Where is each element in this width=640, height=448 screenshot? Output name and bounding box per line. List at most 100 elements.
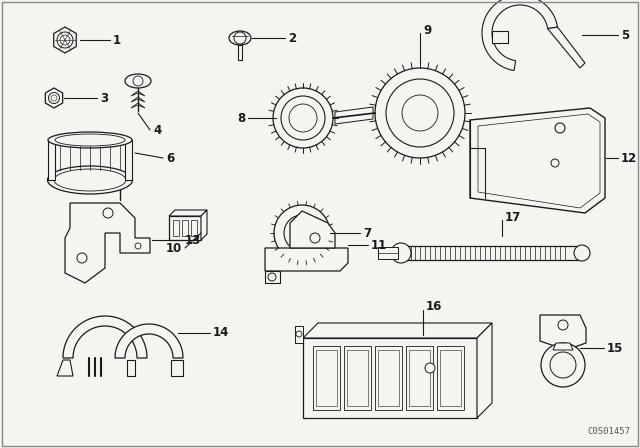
- Bar: [406, 346, 433, 410]
- Circle shape: [60, 35, 70, 45]
- Circle shape: [49, 92, 60, 103]
- Polygon shape: [540, 315, 586, 350]
- Ellipse shape: [125, 74, 151, 88]
- Circle shape: [425, 363, 435, 373]
- Circle shape: [310, 233, 320, 243]
- Polygon shape: [482, 0, 557, 70]
- Polygon shape: [238, 45, 242, 60]
- Circle shape: [135, 243, 141, 249]
- Text: 1: 1: [113, 34, 121, 47]
- Polygon shape: [171, 360, 183, 376]
- Polygon shape: [478, 114, 600, 208]
- Bar: [347, 350, 368, 406]
- Bar: [440, 350, 461, 406]
- Circle shape: [51, 95, 57, 101]
- Polygon shape: [553, 343, 573, 350]
- Bar: [378, 350, 399, 406]
- Bar: [403, 246, 578, 260]
- Text: 9: 9: [423, 23, 431, 36]
- Text: 4: 4: [153, 124, 161, 137]
- Ellipse shape: [54, 169, 126, 191]
- Circle shape: [555, 123, 565, 133]
- Polygon shape: [303, 338, 477, 418]
- Polygon shape: [295, 326, 303, 343]
- Bar: [375, 346, 402, 410]
- Bar: [313, 346, 340, 410]
- Circle shape: [273, 88, 333, 148]
- Text: 11: 11: [371, 238, 387, 251]
- Polygon shape: [169, 210, 207, 216]
- Circle shape: [289, 104, 317, 132]
- Polygon shape: [54, 27, 76, 53]
- Circle shape: [375, 68, 465, 158]
- Polygon shape: [48, 140, 55, 180]
- Bar: [378, 247, 398, 259]
- Text: 10: 10: [166, 241, 182, 254]
- Circle shape: [281, 96, 325, 140]
- Ellipse shape: [55, 134, 125, 146]
- Text: 8: 8: [237, 112, 245, 125]
- Text: 13: 13: [185, 233, 201, 246]
- Bar: [182, 220, 188, 236]
- Polygon shape: [131, 91, 145, 96]
- Circle shape: [77, 253, 87, 263]
- Polygon shape: [131, 103, 145, 108]
- Text: 3: 3: [100, 91, 108, 104]
- Bar: [437, 346, 464, 410]
- Circle shape: [391, 243, 411, 263]
- Polygon shape: [131, 97, 145, 102]
- Circle shape: [386, 79, 454, 147]
- Polygon shape: [290, 211, 335, 248]
- Polygon shape: [477, 323, 492, 418]
- Circle shape: [296, 331, 302, 337]
- Circle shape: [103, 208, 113, 218]
- Text: 2: 2: [288, 31, 296, 44]
- Text: 5: 5: [621, 29, 629, 42]
- Ellipse shape: [47, 166, 132, 194]
- Circle shape: [541, 343, 585, 387]
- Circle shape: [551, 159, 559, 167]
- Text: 12: 12: [621, 151, 637, 164]
- Ellipse shape: [48, 132, 132, 148]
- Ellipse shape: [229, 31, 251, 45]
- Bar: [492, 31, 508, 43]
- Polygon shape: [265, 271, 280, 283]
- Text: 15: 15: [607, 341, 623, 354]
- Text: 17: 17: [505, 211, 521, 224]
- Circle shape: [57, 32, 73, 48]
- Polygon shape: [45, 88, 63, 108]
- Text: 7: 7: [363, 227, 371, 240]
- Polygon shape: [57, 360, 73, 376]
- Circle shape: [550, 352, 576, 378]
- Circle shape: [402, 95, 438, 131]
- Text: 16: 16: [426, 301, 442, 314]
- Bar: [173, 220, 179, 236]
- Circle shape: [574, 245, 590, 261]
- Text: 6: 6: [166, 151, 174, 164]
- Text: C0S01457: C0S01457: [587, 427, 630, 436]
- Bar: [191, 220, 197, 236]
- Bar: [316, 350, 337, 406]
- Circle shape: [558, 320, 568, 330]
- Polygon shape: [169, 216, 201, 240]
- Polygon shape: [201, 210, 207, 240]
- Circle shape: [284, 215, 320, 251]
- Circle shape: [268, 273, 276, 281]
- Polygon shape: [265, 248, 348, 271]
- Polygon shape: [65, 203, 150, 283]
- Polygon shape: [127, 360, 135, 376]
- Circle shape: [274, 205, 330, 261]
- Circle shape: [292, 223, 312, 243]
- Polygon shape: [470, 108, 605, 213]
- Polygon shape: [335, 107, 373, 124]
- Polygon shape: [115, 324, 183, 358]
- Polygon shape: [125, 140, 132, 180]
- Circle shape: [133, 76, 143, 86]
- Bar: [409, 350, 430, 406]
- Polygon shape: [548, 27, 585, 68]
- Circle shape: [234, 32, 246, 44]
- Polygon shape: [303, 323, 492, 338]
- Bar: [344, 346, 371, 410]
- Text: 14: 14: [213, 327, 229, 340]
- Polygon shape: [63, 316, 147, 358]
